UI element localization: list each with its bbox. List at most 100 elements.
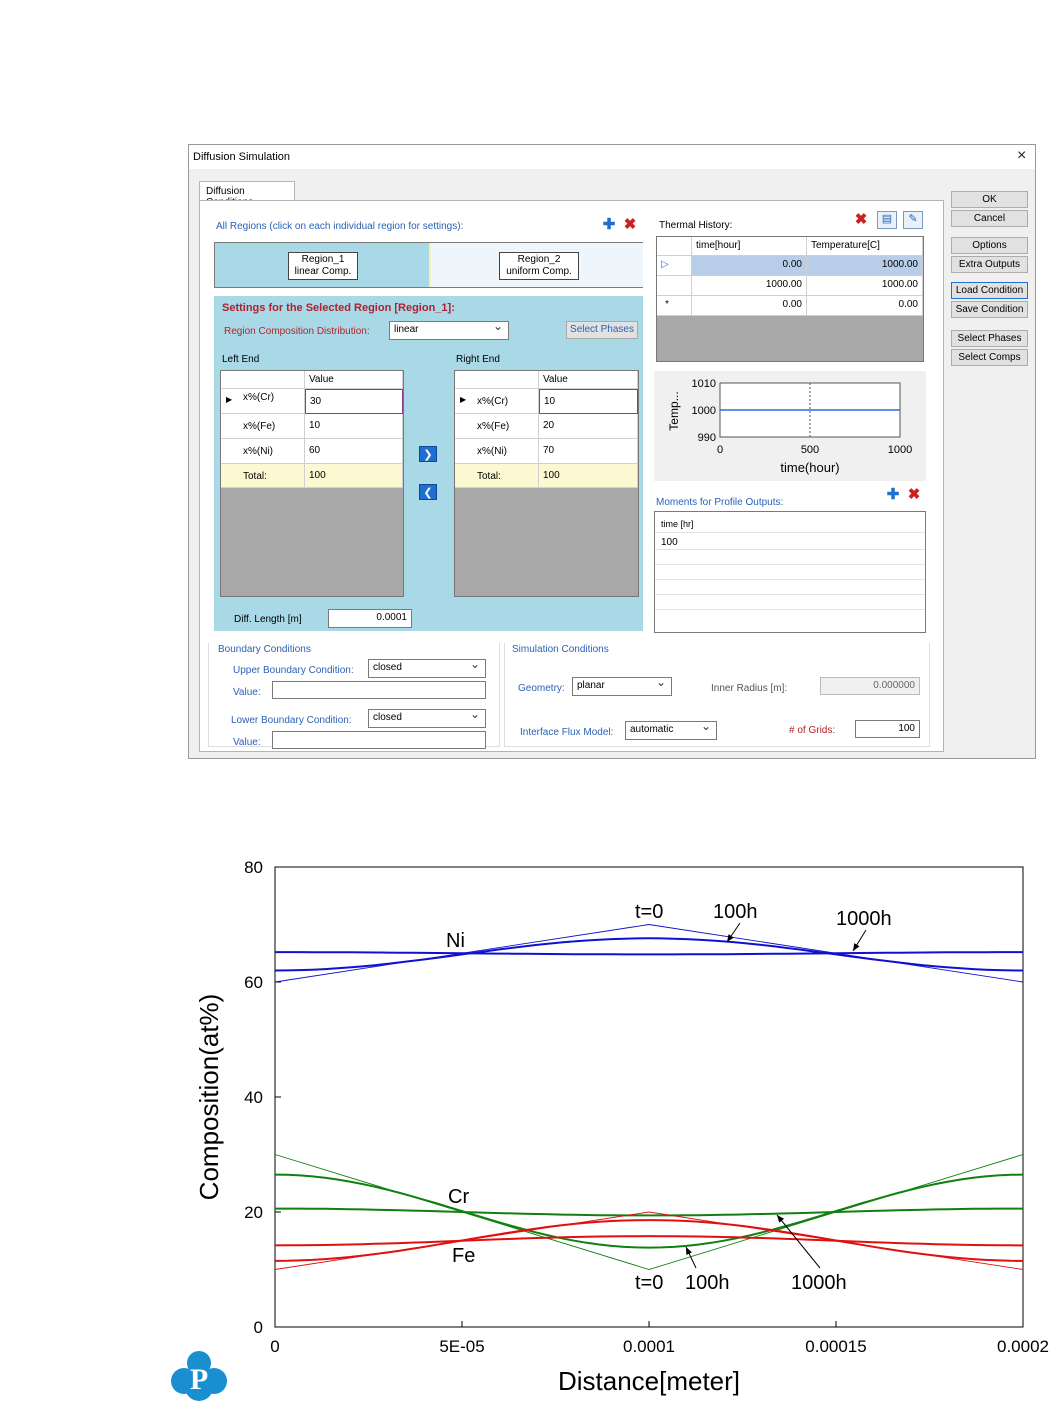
label-ni: Ni — [446, 930, 465, 952]
diff-length-input[interactable]: 0.0001 — [328, 609, 412, 628]
window-title: Diffusion Simulation — [193, 151, 291, 163]
upper-value-input[interactable] — [272, 681, 486, 699]
right-end-label: Right End — [456, 354, 500, 365]
label-top-100h: 100h — [713, 901, 758, 923]
right-row-cr-value[interactable]: 10 — [539, 389, 638, 414]
thermal-row-new-temp[interactable]: 0.00 — [807, 296, 923, 316]
tab-panel: All Regions (click on each individual re… — [199, 200, 944, 752]
left-row-ni-label: x%(Ni) — [221, 439, 305, 464]
x-axis-label: Distance[meter] — [558, 1366, 740, 1396]
region-2-type: uniform Comp. — [506, 266, 572, 277]
series-fe-1000h — [274, 1235, 1024, 1247]
simulation-title: Simulation Conditions — [512, 644, 609, 655]
distribution-select[interactable]: linear — [389, 319, 509, 340]
tab-diffusion-conditions[interactable]: Diffusion Conditions — [199, 181, 295, 208]
thermal-row-1-time[interactable]: 0.00 — [692, 256, 807, 276]
label-top-t0: t=0 — [635, 901, 663, 923]
mini-ytick-990: 990 — [698, 432, 716, 444]
thermal-row-1-temp[interactable]: 1000.00 — [807, 256, 923, 276]
series-cr-100h — [274, 1173, 1024, 1249]
left-row-ni-value[interactable]: 60 — [305, 439, 403, 464]
y-tick-label: 80 — [244, 858, 263, 877]
row-pointer-icon: ▶ — [460, 395, 467, 404]
left-end-grid: Value x%(Cr) ▶ 30 x%(Fe) 10 x%(Ni) 60 To… — [220, 370, 404, 597]
arrow-bot-1000h — [776, 1214, 821, 1269]
grids-label: # of Grids: — [789, 725, 836, 736]
thermal-row-1-marker: ▷ — [657, 256, 692, 276]
label-cr: Cr — [448, 1186, 469, 1208]
delete-region-icon[interactable]: ✖ — [623, 216, 637, 233]
ok-button[interactable]: OK — [951, 191, 1028, 208]
left-row-fe-value[interactable]: 10 — [305, 414, 403, 439]
moment-item[interactable]: 100 — [661, 537, 678, 548]
composition-chart: 0 5E-05 0.0001 0.00015 0.0002 0 20 40 60 80 Ni Cr F… — [194, 858, 1049, 1396]
grids-input[interactable]: 100 — [855, 720, 920, 738]
region-2-block[interactable]: Region_2 uniform Comp. — [429, 243, 643, 287]
arrow-bot-1000h-head — [777, 1215, 785, 1223]
add-region-icon[interactable]: ✚ — [602, 216, 616, 233]
label-top-1000h: 1000h — [836, 908, 892, 930]
lower-value-label: Value: — [233, 737, 261, 748]
settings-title: Settings for the Selected Region [Region… — [222, 302, 455, 314]
load-condition-button[interactable]: Load Condition — [951, 282, 1028, 299]
left-row-total-value: 100 — [305, 464, 403, 488]
mini-ylabel: Temp... — [667, 391, 681, 430]
left-row-cr-value[interactable]: 30 — [305, 389, 403, 414]
y-tick-label: 40 — [244, 1088, 263, 1107]
y-tick-label: 60 — [244, 973, 263, 992]
region-1-label: Region_1 linear Comp. — [288, 252, 358, 280]
select-phases-region-label: Select Phases — [570, 324, 634, 335]
right-row-ni-value[interactable]: 70 — [539, 439, 638, 464]
region-1-block[interactable]: Region_1 linear Comp. — [215, 243, 429, 287]
arrow-bot-100h-head — [686, 1247, 692, 1255]
thermal-mini-chart: 1010 1000 990 0 500 1000 time(hour) Temp… — [654, 371, 926, 481]
delete-thermal-icon[interactable]: ✖ — [854, 211, 868, 228]
arrow-top-1000h-head — [853, 943, 860, 951]
thermal-history-label: Thermal History: — [659, 220, 733, 231]
select-comps-button[interactable]: Select Comps — [951, 349, 1028, 366]
right-row-cr-label: x%(Cr) — [455, 389, 539, 414]
moments-list: time [hr] 100 — [654, 511, 926, 633]
import-table-icon[interactable]: ▤ — [877, 211, 897, 229]
thermal-row-2-time[interactable]: 1000.00 — [692, 276, 807, 296]
copy-left-arrow-icon[interactable]: ❮ — [419, 484, 437, 500]
y-tick-label: 20 — [244, 1203, 263, 1222]
mini-xtick-500: 500 — [801, 444, 819, 456]
cancel-button[interactable]: Cancel — [951, 210, 1028, 227]
title-bar: Diffusion Simulation × — [189, 145, 1035, 169]
simulation-group — [504, 643, 930, 747]
mini-ytick-1010: 1010 — [692, 378, 716, 390]
lower-value-input[interactable] — [272, 731, 486, 749]
right-row-total-label: Total: — [455, 464, 539, 488]
right-row-fe-value[interactable]: 20 — [539, 414, 638, 439]
left-end-label: Left End — [222, 354, 260, 365]
thermal-history-grid: time[hour] Temperature[C] ▷ 0.00 1000.00… — [656, 236, 924, 362]
select-phases-region-button[interactable]: Select Phases — [566, 321, 638, 339]
upper-boundary-select[interactable]: closed — [368, 657, 486, 678]
mini-xtick-1000: 1000 — [888, 444, 912, 456]
geometry-select[interactable]: planar — [572, 675, 672, 696]
copy-right-arrow-icon[interactable]: ❯ — [419, 446, 437, 462]
label-bot-1000h: 1000h — [791, 1272, 847, 1294]
close-icon[interactable]: × — [1017, 147, 1027, 164]
extra-outputs-button[interactable]: Extra Outputs — [951, 256, 1028, 273]
lower-boundary-label: Lower Boundary Condition: — [231, 715, 352, 726]
save-condition-button[interactable]: Save Condition — [951, 301, 1028, 318]
add-moment-icon[interactable]: ✚ — [886, 486, 900, 503]
export-table-icon[interactable]: ✎ — [903, 211, 923, 229]
thermal-row-2-temp[interactable]: 1000.00 — [807, 276, 923, 296]
x-tick-label: 0.00015 — [805, 1337, 866, 1356]
arrow-top-100h-head — [727, 934, 734, 942]
region-2-name: Region_2 — [517, 254, 561, 265]
flux-model-select[interactable]: automatic — [625, 719, 717, 740]
thermal-row-new-time[interactable]: 0.00 — [692, 296, 807, 316]
lower-boundary-select[interactable]: closed — [368, 707, 486, 728]
options-button[interactable]: Options — [951, 237, 1028, 254]
right-value-header: Value — [539, 371, 638, 389]
delete-moment-icon[interactable]: ✖ — [907, 486, 921, 503]
region-settings-panel: Settings for the Selected Region [Region… — [214, 296, 643, 631]
pandat-logo-icon: P — [171, 1351, 227, 1401]
left-row-cr-label: x%(Cr) — [221, 389, 305, 414]
select-phases-button[interactable]: Select Phases — [951, 330, 1028, 347]
moments-header: time [hr] — [661, 519, 694, 529]
